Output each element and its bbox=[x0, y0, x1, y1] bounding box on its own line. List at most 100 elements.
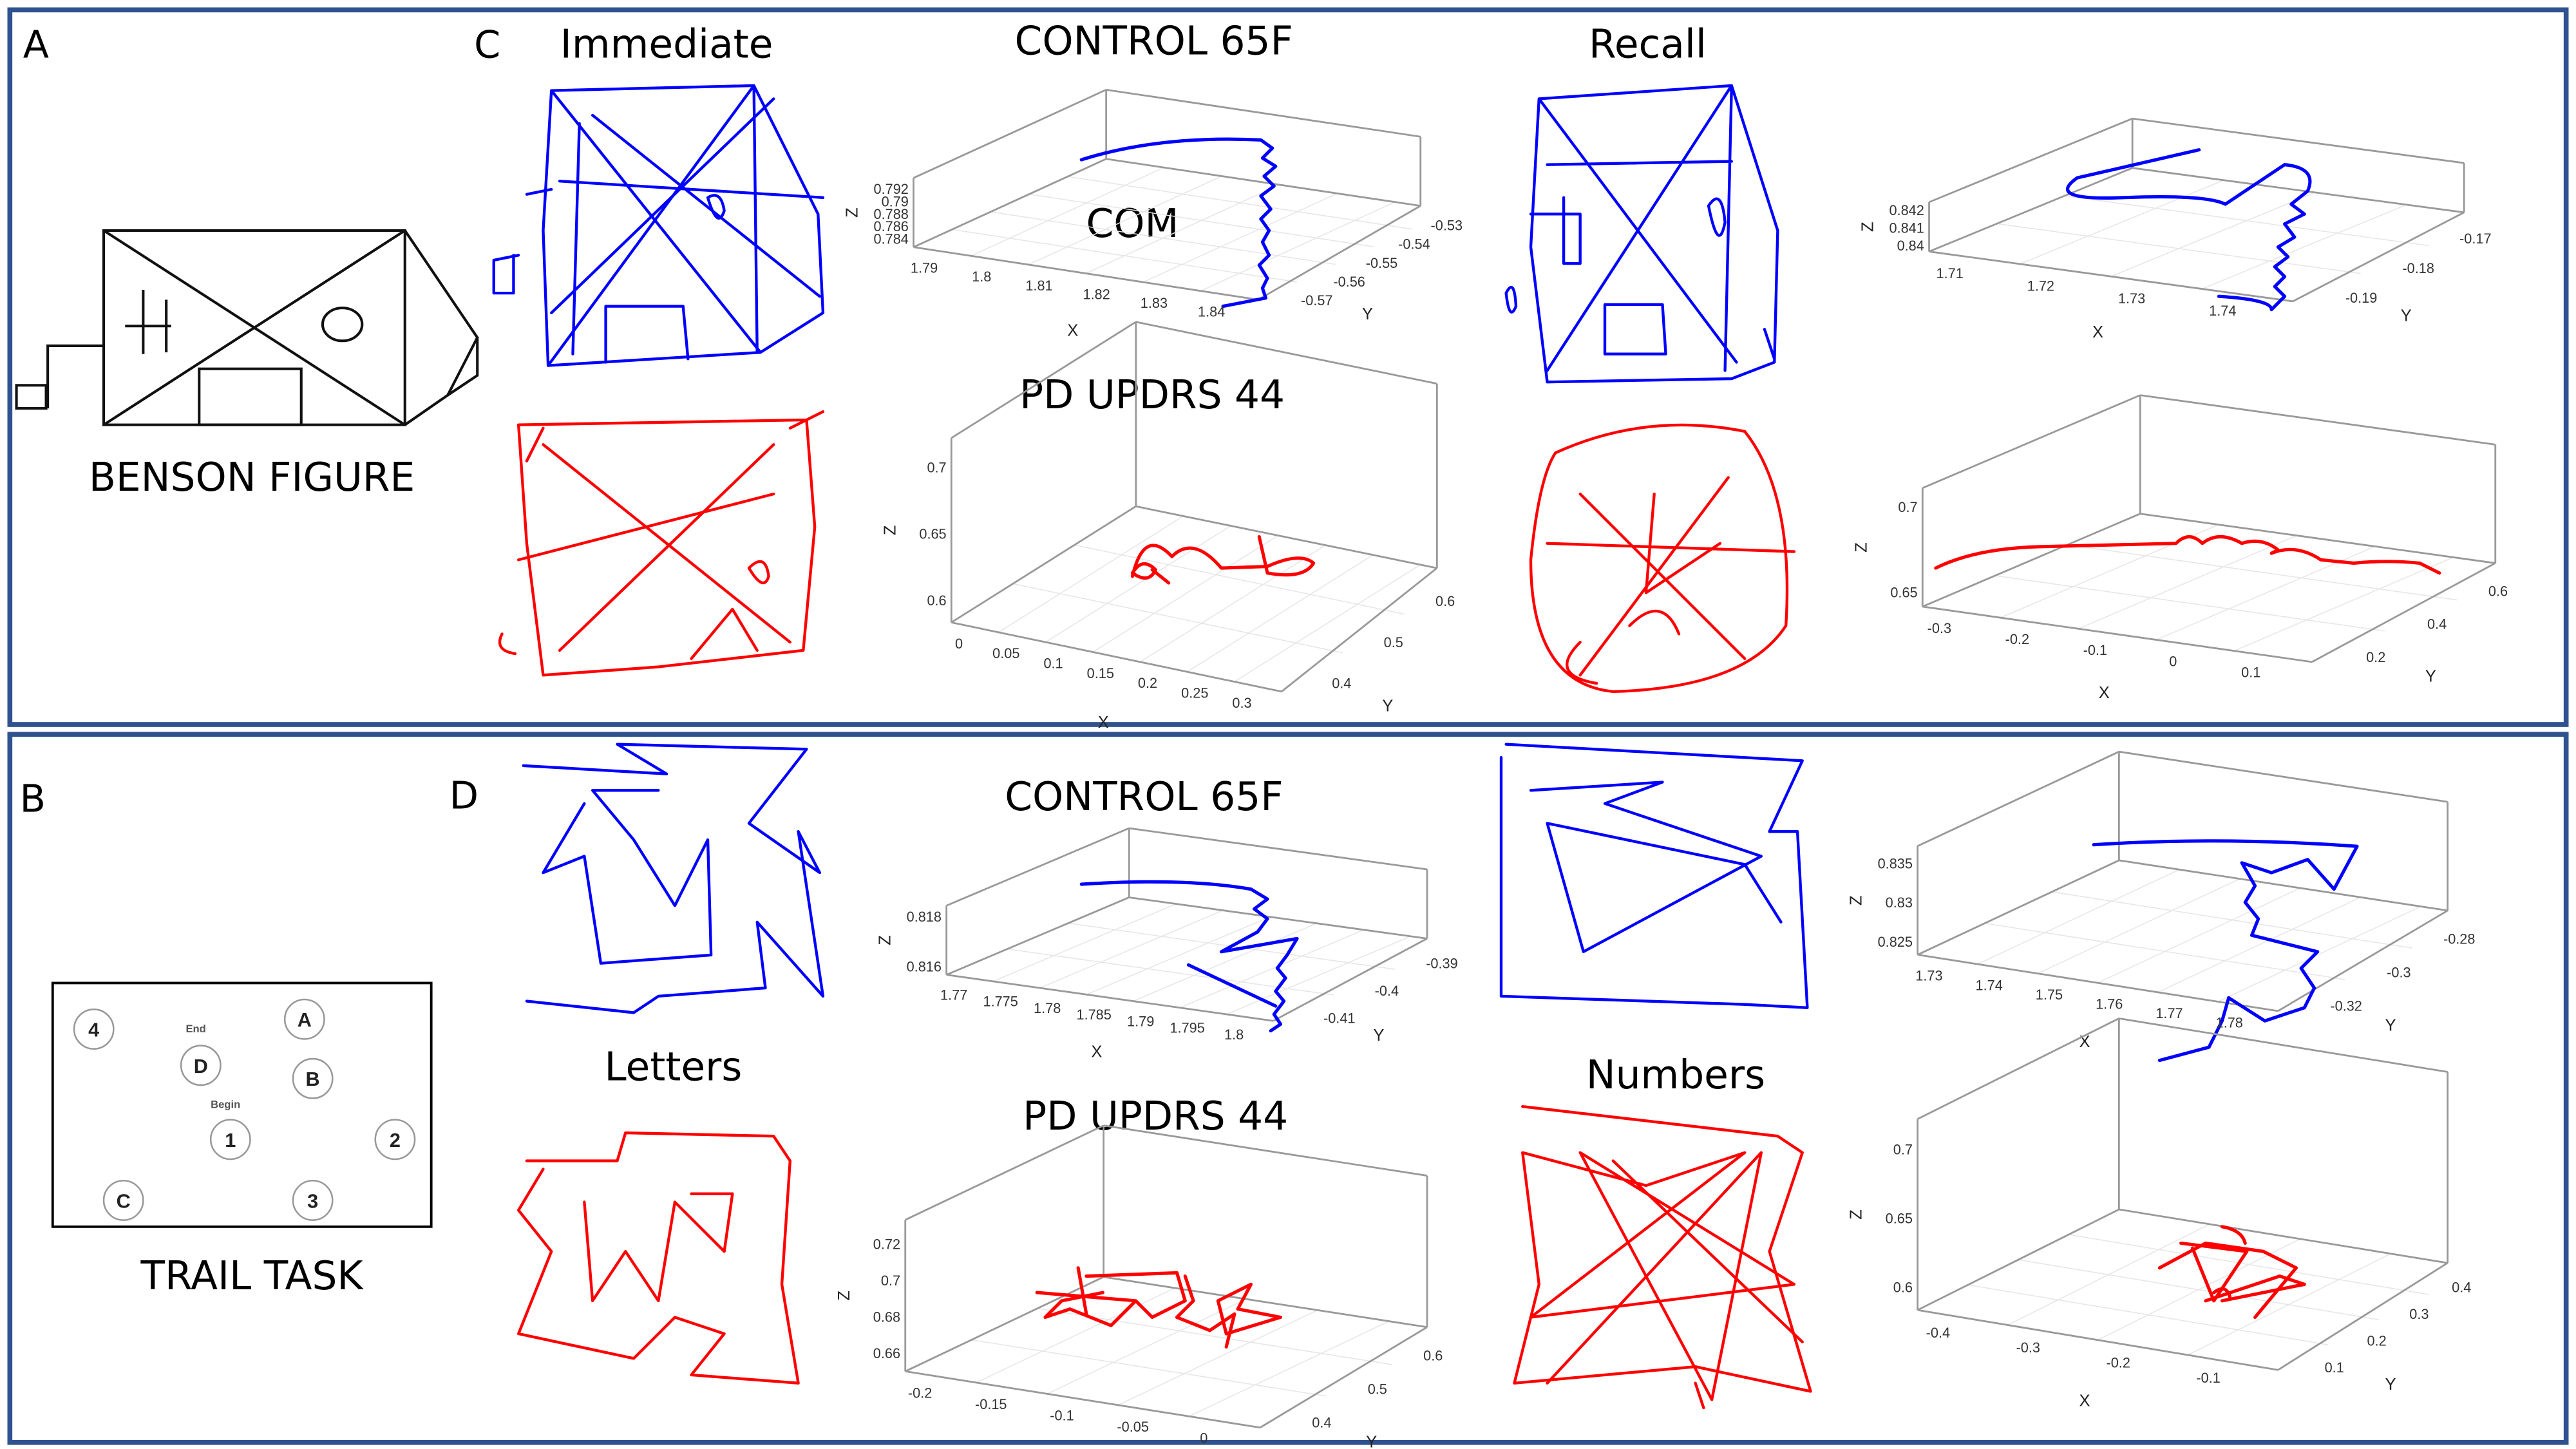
axis-box-edge bbox=[1135, 505, 1437, 569]
drawing-control-numbers bbox=[1499, 743, 1809, 1009]
x-axis-label: X bbox=[1098, 714, 1109, 732]
y-tick-label: 0.2 bbox=[2367, 1333, 2386, 1349]
z-tick-label: 0.7 bbox=[881, 1273, 900, 1289]
axis-box-edge bbox=[1103, 1124, 1428, 1177]
axis-box-edge bbox=[1106, 158, 1421, 207]
axis-box-edge bbox=[951, 621, 1282, 693]
trail-node-label: 3 bbox=[307, 1190, 318, 1212]
x-tick-label: 1.82 bbox=[1083, 286, 1110, 302]
trail-task-sheet: End Begin 4 A D B 1 2 C 3 bbox=[51, 981, 433, 1228]
grid-line bbox=[1092, 535, 1278, 653]
axis-box-edge bbox=[1259, 1326, 1428, 1428]
com-plot-pd-numbers: -0.4 -0.3 -0.2 -0.1 0.1 0.2 0.3 0.4 0.6 0.65 0.7 X Y… bbox=[1848, 1018, 2471, 1410]
y-tick-label: -0.19 bbox=[2345, 290, 2378, 306]
grid-line bbox=[1085, 184, 1279, 274]
x-tick-label: 1.77 bbox=[2155, 1005, 2183, 1021]
benson-figure-drawing bbox=[15, 229, 479, 426]
grid-line bbox=[998, 515, 1184, 633]
axis-box-edge bbox=[2277, 1262, 2448, 1371]
axis-box-edge bbox=[1917, 1309, 2278, 1371]
x-tick-label: 1.83 bbox=[1141, 295, 1168, 311]
axis-box-edge bbox=[2132, 117, 2465, 164]
panel-label-b: B bbox=[20, 777, 46, 821]
y-axis-label: Y bbox=[1382, 697, 1393, 715]
y-tick-label: -0.57 bbox=[1301, 292, 1333, 308]
axis-box-edge bbox=[2277, 909, 2448, 1012]
trail-node-label: 1 bbox=[225, 1130, 236, 1151]
row-title-pd-bottom: PD UPDRS 44 bbox=[1023, 1094, 1288, 1139]
row-title-control-bottom: CONTROL 65F bbox=[1005, 774, 1283, 820]
axis-box-edge bbox=[946, 827, 1130, 907]
x-tick-label: -0.1 bbox=[2083, 642, 2107, 658]
trail-node: B bbox=[292, 1057, 334, 1099]
y-tick-label: -0.17 bbox=[2459, 231, 2492, 247]
grid-line bbox=[1028, 193, 1374, 247]
com-trajectory bbox=[1079, 880, 1299, 1033]
x-tick-label: -0.05 bbox=[1117, 1419, 1149, 1435]
axis-box-edge bbox=[1922, 513, 2141, 608]
axis-box-edge bbox=[1917, 954, 2278, 1012]
trail-node-label: C bbox=[117, 1190, 131, 1212]
grid-line bbox=[1179, 929, 1363, 1009]
x-tick-label: -0.4 bbox=[1926, 1325, 1950, 1341]
y-tick-label: -0.56 bbox=[1333, 274, 1365, 290]
x-tick-label: 1.71 bbox=[1937, 265, 1964, 281]
trail-node-label: B bbox=[306, 1068, 320, 1090]
x-tick-label: -0.2 bbox=[2106, 1355, 2130, 1371]
axis-box-edge bbox=[2119, 1208, 2448, 1264]
y-tick-label: 0.6 bbox=[1435, 593, 1455, 609]
y-tick-label: 0.6 bbox=[2488, 583, 2508, 600]
axis-box-edge bbox=[2119, 1018, 2448, 1073]
axis-box-edge bbox=[1928, 117, 2133, 204]
y-axis-label: Y bbox=[2425, 668, 2436, 686]
grid-line bbox=[1200, 202, 1394, 292]
y-tick-label: -0.28 bbox=[2443, 931, 2476, 947]
z-tick-label: 0.786 bbox=[874, 218, 909, 234]
grid-line bbox=[1117, 1310, 1317, 1406]
y-tick-label: -0.18 bbox=[2402, 260, 2434, 276]
x-axis-label: X bbox=[2079, 1392, 2090, 1410]
grid-line bbox=[1187, 555, 1372, 672]
z-tick-label: 0.66 bbox=[873, 1345, 900, 1361]
x-tick-label: 0 bbox=[2169, 653, 2177, 669]
com-trajectory bbox=[1934, 535, 2441, 575]
grid-line bbox=[1074, 544, 1405, 615]
axis-box-edge bbox=[946, 896, 1130, 976]
com-plot-control-numbers: 1.73 1.74 1.75 1.76 1.77 1.78 -0.32 -0.3 -0.28 0.… bbox=[1848, 750, 2476, 1063]
x-tick-label: 0 bbox=[1200, 1430, 1208, 1446]
z-tick-label: 0.6 bbox=[927, 592, 946, 609]
axis-box-edge bbox=[1281, 567, 1438, 692]
grid-line bbox=[1967, 1284, 2329, 1345]
x-tick-label: 0.15 bbox=[1087, 665, 1114, 681]
grid-line bbox=[1234, 565, 1419, 683]
y-tick-label: -0.53 bbox=[1431, 218, 1463, 234]
trail-node: C bbox=[102, 1179, 144, 1221]
trail-node: D bbox=[180, 1045, 222, 1086]
z-tick-label: 0.83 bbox=[1886, 895, 1913, 911]
x-tick-label: -0.3 bbox=[2016, 1340, 2040, 1356]
grid-line bbox=[2020, 180, 2224, 265]
drawing-control-letters bbox=[522, 743, 825, 1014]
grid-line bbox=[1984, 922, 2345, 980]
com-trajectory bbox=[2066, 148, 2312, 312]
z-axis-label: Z bbox=[1852, 542, 1870, 553]
axis-box-edge bbox=[951, 506, 1137, 623]
com-plot-pd-immediate: 0 0.05 0.1 0.15 0.2 0.25 0.3 0.4 0.5 0.6 0.6 0.65 0.… bbox=[881, 321, 1455, 732]
y-tick-label: 0.5 bbox=[1384, 634, 1403, 650]
grid-line bbox=[971, 167, 1164, 257]
grid-line bbox=[1046, 1299, 1246, 1395]
y-tick-label: 0.4 bbox=[2427, 616, 2447, 632]
trail-node: 4 bbox=[73, 1009, 115, 1050]
grid-line bbox=[952, 229, 1297, 283]
drawing-pd-numbers bbox=[1513, 1105, 1812, 1410]
x-tick-label: 1.78 bbox=[1034, 1000, 1061, 1016]
grid-line bbox=[1189, 1321, 1388, 1417]
x-tick-label: 0 bbox=[955, 636, 963, 652]
x-tick-label: 1.75 bbox=[2036, 987, 2063, 1003]
z-tick-label: 0.72 bbox=[873, 1236, 900, 1252]
z-tick-label: 0.68 bbox=[873, 1309, 900, 1325]
x-tick-label: 1.79 bbox=[911, 260, 938, 276]
grid-line bbox=[992, 903, 1177, 982]
x-tick-label: 1.79 bbox=[1127, 1013, 1154, 1029]
x-tick-label: 1.785 bbox=[1077, 1007, 1112, 1023]
